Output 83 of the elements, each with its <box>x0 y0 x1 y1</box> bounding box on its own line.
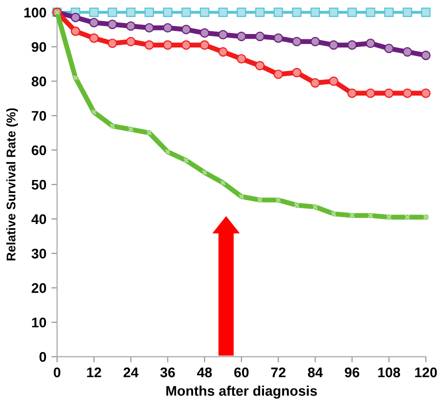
point <box>236 54 246 64</box>
x-tick-label: 84 <box>308 367 323 378</box>
point <box>126 36 136 46</box>
point <box>108 8 118 18</box>
y-tick-label: 20 <box>32 283 46 293</box>
point <box>181 8 191 18</box>
point <box>200 28 210 38</box>
point <box>181 24 191 34</box>
point <box>126 8 136 18</box>
point <box>236 32 246 42</box>
y-tick-label: 100 <box>24 8 46 18</box>
y-tick-label: 60 <box>32 145 46 156</box>
point <box>347 88 357 98</box>
point <box>144 40 154 50</box>
y-tick-label: 40 <box>31 214 46 224</box>
point <box>384 44 394 54</box>
point <box>328 76 338 86</box>
point <box>144 23 154 33</box>
point <box>108 38 118 48</box>
point <box>292 36 302 46</box>
point <box>274 33 284 43</box>
x-tick-label: 108 <box>378 367 400 378</box>
x-tick-label: 24 <box>124 367 138 378</box>
y-tick-label: 90 <box>32 42 46 52</box>
x-tick-label: 0 <box>54 367 60 378</box>
point <box>181 40 191 50</box>
y-tick-label: 30 <box>32 248 46 259</box>
y-tick-label: 50 <box>32 180 46 190</box>
point <box>310 8 320 18</box>
point <box>384 8 394 18</box>
point <box>402 8 412 18</box>
x-tick-label: 12 <box>87 367 102 378</box>
point <box>366 88 376 98</box>
y-tick-label: 70 <box>32 110 46 121</box>
point <box>126 21 136 31</box>
point <box>366 38 376 48</box>
point <box>218 30 228 40</box>
point <box>89 8 99 18</box>
point <box>421 50 431 60</box>
x-tick-label: 60 <box>234 367 249 378</box>
point <box>89 18 99 28</box>
point <box>292 68 302 78</box>
point <box>218 47 228 57</box>
point <box>144 8 154 18</box>
point <box>347 40 357 50</box>
x-tick-label: 72 <box>271 367 286 378</box>
y-tick-label: 0 <box>39 352 46 362</box>
point <box>366 8 376 18</box>
point <box>384 88 394 98</box>
y-tick-label: 10 <box>32 318 46 328</box>
point <box>70 26 80 36</box>
point <box>236 8 246 18</box>
point <box>402 88 412 98</box>
point <box>200 8 210 18</box>
point <box>162 40 172 50</box>
point <box>402 47 412 57</box>
point <box>162 23 172 33</box>
x-tick-label: 96 <box>344 367 360 378</box>
point <box>89 33 99 43</box>
y-axis-title: Relative Survival Rate (%) <box>6 108 18 260</box>
point <box>255 8 265 18</box>
point <box>310 78 320 88</box>
point <box>328 40 338 50</box>
point <box>108 20 118 30</box>
point <box>310 36 320 46</box>
point <box>200 40 210 50</box>
point <box>421 88 431 98</box>
x-tick-label: 36 <box>160 367 175 378</box>
point <box>274 8 284 18</box>
point <box>255 60 265 70</box>
x-tick-label: 48 <box>197 367 212 378</box>
x-tick-label: 120 <box>415 367 437 378</box>
point <box>421 8 431 18</box>
point <box>218 8 228 18</box>
x-axis-title: Months after diagnosis <box>166 386 317 399</box>
point <box>328 8 338 18</box>
y-tick-label: 80 <box>32 76 46 86</box>
point <box>274 70 284 80</box>
point <box>70 12 80 22</box>
point <box>162 8 172 18</box>
point <box>255 32 265 42</box>
point <box>347 8 357 18</box>
point <box>292 8 302 18</box>
